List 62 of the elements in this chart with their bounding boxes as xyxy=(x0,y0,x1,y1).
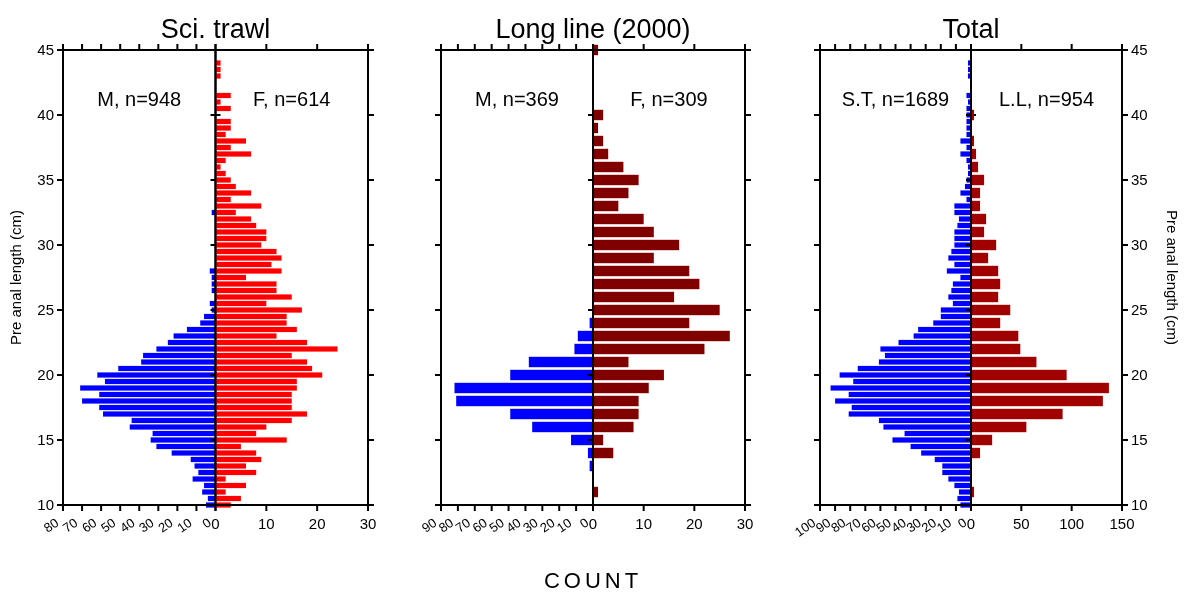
x-tick-label: 30 xyxy=(136,514,157,536)
x-tick-label: 10 xyxy=(635,515,653,532)
annotation: F, n=309 xyxy=(630,88,708,110)
bar xyxy=(593,161,624,173)
x-tick-label: 50 xyxy=(1012,515,1030,532)
y-tick-label: 25 xyxy=(1131,301,1148,319)
bar xyxy=(593,187,629,199)
y-tick-label: 15 xyxy=(1131,431,1148,449)
x-tick-label: 0 xyxy=(211,515,220,532)
bar xyxy=(593,239,680,251)
x-axis-title: COUNT xyxy=(543,568,643,593)
bar xyxy=(593,278,700,290)
y-tick-label: 35 xyxy=(37,171,54,189)
y-tick-label: 10 xyxy=(37,496,54,514)
x-tick-label: 150 xyxy=(1109,515,1135,532)
y-axis-title: Pre anal length (cm) xyxy=(7,209,24,346)
bar xyxy=(593,226,654,238)
y-tick-label: 40 xyxy=(37,106,54,124)
chart-title: Long line (2000) xyxy=(495,14,691,44)
chart-title: Total xyxy=(942,14,1000,44)
x-tick-label: 0 xyxy=(588,515,598,532)
bar xyxy=(593,174,639,186)
bar xyxy=(593,252,654,264)
bar xyxy=(593,291,675,303)
x-tick-label: 0 xyxy=(966,515,976,532)
annotation: S.T, n=1689 xyxy=(841,88,950,110)
y-tick-label: 45 xyxy=(37,41,54,59)
chart-title: Sci. trawl xyxy=(160,14,271,44)
x-tick-label: 70 xyxy=(59,514,81,536)
x-tick-label: 40 xyxy=(117,514,138,536)
y-tick-label: 35 xyxy=(1131,171,1148,189)
annotation: M, n=948 xyxy=(97,88,182,110)
y-tick-label: 30 xyxy=(37,236,54,254)
y-tick-label: 20 xyxy=(1131,366,1148,384)
y-tick-label: 30 xyxy=(1131,236,1148,254)
bar xyxy=(593,304,720,316)
x-tick-label: 10 xyxy=(174,514,195,536)
bar xyxy=(593,213,644,225)
x-tick-label: 20 xyxy=(155,514,176,536)
y-tick-label: 20 xyxy=(37,366,54,384)
annotation: L.L, n=954 xyxy=(998,88,1095,110)
bar xyxy=(593,200,619,212)
y-tick-label: 15 xyxy=(37,431,54,449)
y-tick-label: 10 xyxy=(1131,496,1148,514)
x-tick-label: 80 xyxy=(40,514,62,536)
y-tick-label: 25 xyxy=(37,301,54,319)
y-tick-label: 45 xyxy=(1131,41,1148,59)
x-tick-label: 60 xyxy=(79,514,100,536)
x-tick-label: 30 xyxy=(359,515,377,532)
x-tick-label: 90 xyxy=(418,514,440,536)
x-tick-label: 20 xyxy=(685,515,703,532)
x-tick-label: 30 xyxy=(736,515,754,532)
x-tick-label: 10 xyxy=(257,515,275,532)
y-axis-title: Pre anal length (cm) xyxy=(1164,209,1181,346)
x-tick-label: 20 xyxy=(308,515,326,532)
x-tick-label: 50 xyxy=(98,514,119,536)
bar xyxy=(971,434,993,446)
x-tick-label: 100 xyxy=(1059,515,1085,532)
y-tick-label: 40 xyxy=(1131,106,1148,124)
annotation: F, n=614 xyxy=(253,88,331,110)
annotation: M, n=369 xyxy=(475,88,559,110)
bar xyxy=(593,265,690,277)
